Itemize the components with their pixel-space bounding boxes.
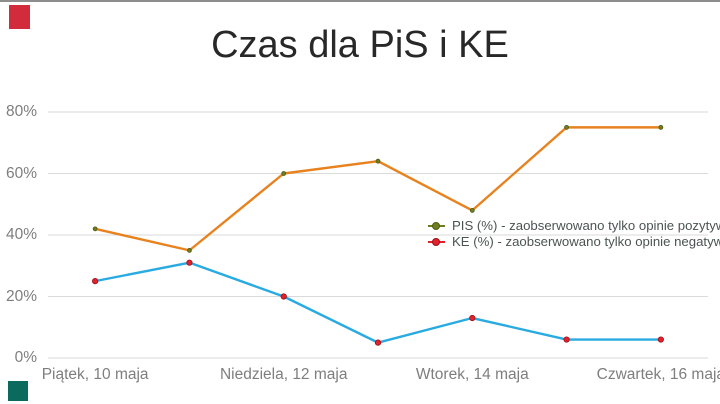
- ke-data-point-marker: [469, 314, 476, 322]
- ke-data-point-marker: [186, 259, 193, 266]
- pis-legend-dot: [432, 222, 440, 230]
- y-axis-tick-label: 60%: [5, 164, 37, 182]
- chart-legend: PIS (%) - zaobserwowano tylko opinie poz…: [428, 218, 720, 250]
- legend-item-ke: KE (%) - zaobserwowano tylko opinie nega…: [428, 234, 720, 250]
- y-axis-tick-label: 40%: [5, 226, 37, 243]
- ke-legend-marker-icon: [428, 237, 445, 247]
- y-axis-tick-label: 80%: [5, 103, 37, 120]
- ke-legend-dot: [432, 238, 440, 246]
- y-axis-tick-label: 20%: [5, 287, 37, 305]
- ke-data-point-marker: [280, 293, 287, 300]
- x-axis-tick-label: Wtorek, 14 maja: [415, 366, 529, 383]
- red-corner-square: [9, 5, 30, 29]
- pis-data-point-marker: [469, 207, 475, 213]
- x-axis-tick-label: Niedziela, 12 maja: [219, 366, 348, 383]
- top-border-bar: [0, 0, 720, 2]
- pis-data-point-marker: [658, 124, 664, 130]
- ke-legend-label: KE (%) - zaobserwowano tylko opinie nega…: [452, 234, 720, 249]
- pis-data-point-marker: [92, 226, 98, 232]
- pis-data-point-marker: [375, 158, 381, 164]
- ke-data-point-marker: [92, 278, 99, 285]
- teal-corner-square: [8, 381, 28, 401]
- ke-data-point-marker: [563, 336, 570, 343]
- slide-title: Czas dla PiS i KE: [211, 24, 509, 66]
- ke-line: [93, 261, 663, 344]
- pis-legend-marker-icon: [428, 221, 445, 231]
- legend-item-pis: PIS (%) - zaobserwowano tylko opinie poz…: [428, 218, 720, 234]
- y-axis-tick-label: 0%: [14, 349, 37, 366]
- x-axis-tick-label: Czwartek, 16 maja: [596, 366, 720, 383]
- ke-data-point-marker: [374, 339, 382, 346]
- pis-data-point-marker: [281, 171, 287, 176]
- pis-data-point-marker: [564, 124, 569, 130]
- ke-data-point-marker: [657, 336, 664, 343]
- pis-legend-label: PIS (%) - zaobserwowano tylko opinie poz…: [452, 218, 720, 233]
- pis-data-point-marker: [187, 247, 192, 253]
- x-axis-tick-label: Piątek, 10 maja: [41, 366, 149, 383]
